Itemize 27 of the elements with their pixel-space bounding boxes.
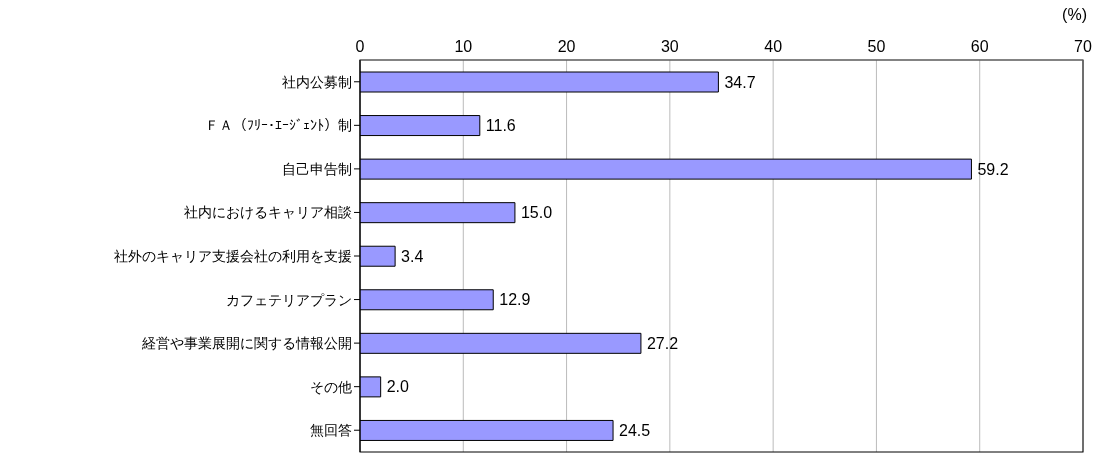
x-tick-label: 30 [660,38,679,55]
data-label: 27.2 [646,334,679,352]
y-tick-label: 社内公募制 [282,73,352,90]
y-tick-label: 社内におけるキャリア相談 [184,204,352,221]
data-label: 15.0 [520,204,553,222]
data-label: 3.4 [401,247,424,265]
x-tick-label: 70 [1074,38,1092,55]
x-tick-label: 60 [970,38,989,55]
data-label: 24.5 [619,421,651,439]
data-label: 11.6 [485,117,516,135]
y-tick-label: ＦＡ（ﾌﾘｰ･ｴｰｼﾞｪﾝﾄ）制 [205,117,352,134]
y-tick-label: 社外のキャリア支援会社の利用を支援 [114,247,352,264]
y-tick-label: 自己申告制 [282,160,352,177]
x-tick-label: 10 [454,38,473,55]
x-tick-label: 0 [355,38,365,55]
data-label: 12.9 [499,291,531,309]
x-tick-label: 20 [557,38,576,55]
x-tick-label: 50 [867,38,886,55]
data-label: 59.2 [977,160,1009,178]
data-label: 2.0 [386,378,409,396]
y-tick-label: カフェテリアプラン [226,291,352,308]
x-axis-title: (%) [1062,6,1087,23]
y-tick-label: その他 [310,378,352,395]
y-tick-label: 経営や事業展開に関する情報公開 [141,335,352,352]
data-label: 34.7 [724,73,756,91]
x-tick-label: 40 [764,38,783,55]
y-tick-label: 無回答 [310,422,352,439]
